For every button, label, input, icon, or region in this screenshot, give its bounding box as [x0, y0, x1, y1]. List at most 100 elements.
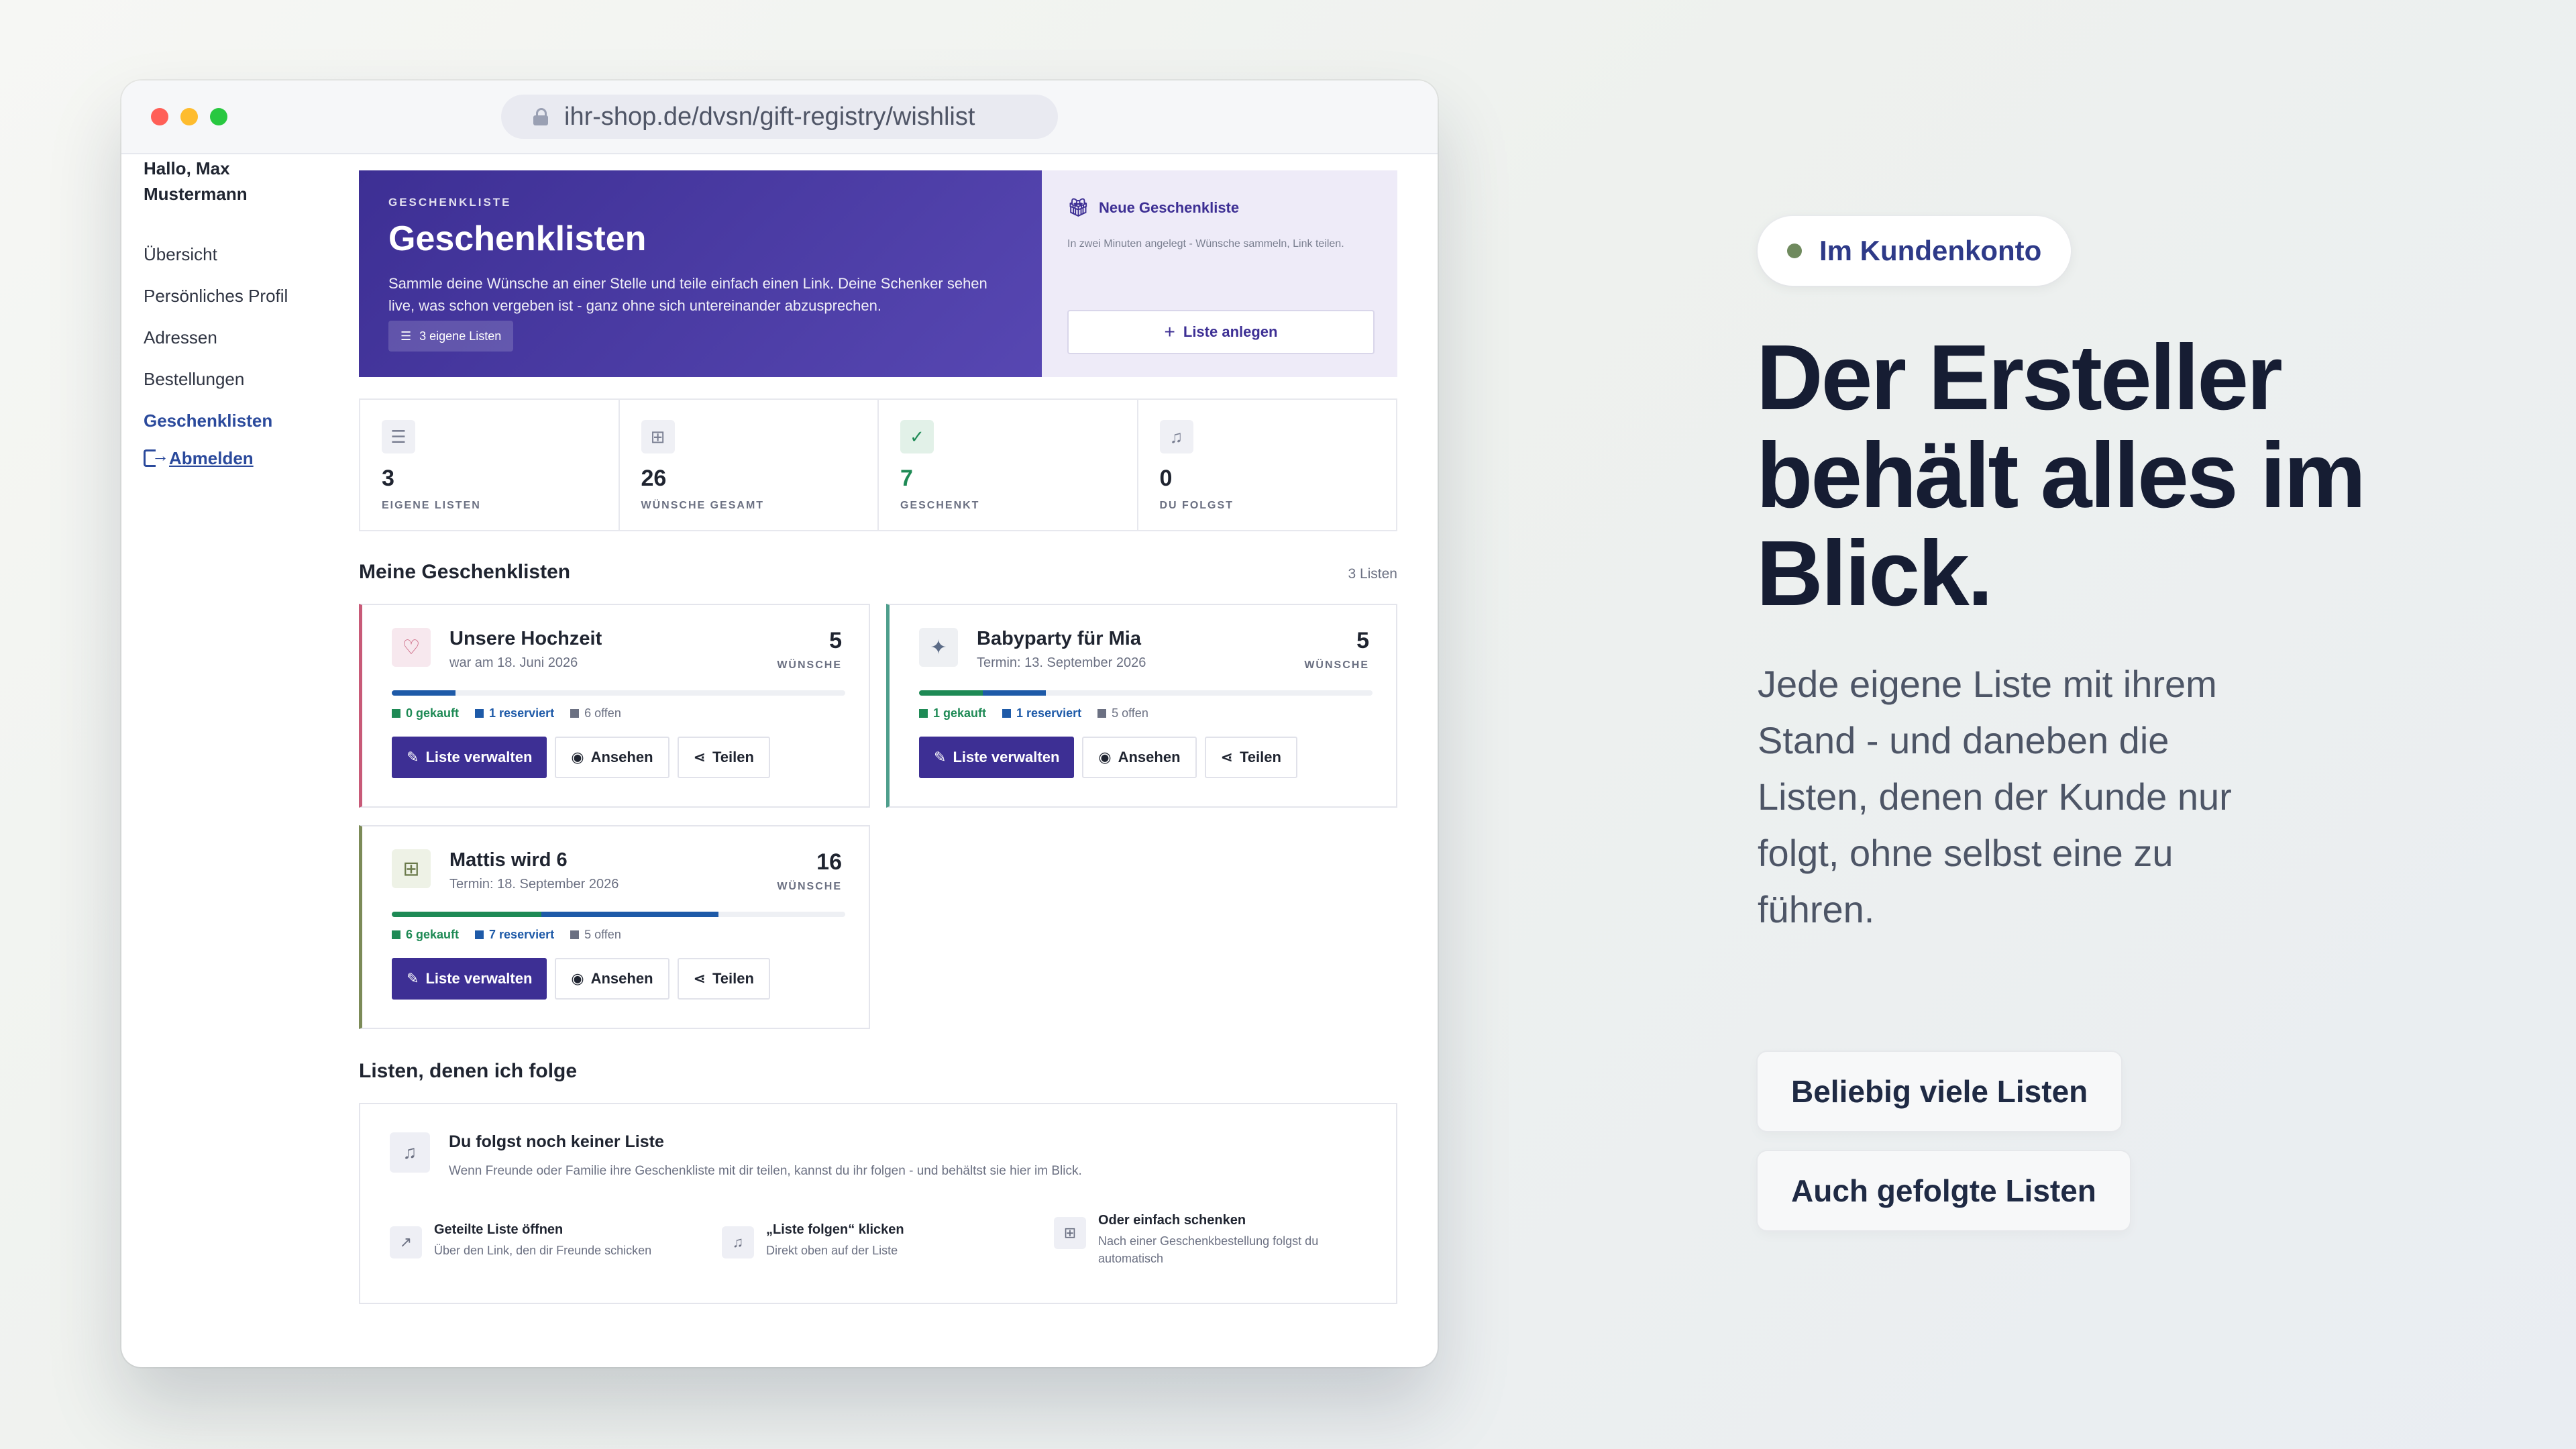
progress-legend: 0 gekauft 1 reserviert 6 offen — [392, 706, 842, 720]
share-icon: ⋖ — [693, 749, 706, 765]
check-icon: ✓ — [900, 420, 934, 453]
gift-list-cards: ♡ Unsere Hochzeit war am 18. Juni 2026 5… — [359, 604, 1397, 1040]
view-list-button[interactable]: ◉ Ansehen — [1082, 737, 1197, 778]
edit-icon: ✎ — [407, 749, 419, 765]
address-bar[interactable]: ihr-shop.de/dvsn/gift-registry/wishlist — [501, 95, 1058, 139]
stats-row: ☰ 3 EIGENE LISTEN ⊞ 26 WÜNSCHE GESAMT ✓ … — [359, 398, 1397, 531]
own-lists-badge: ☰ 3 eigene Listen — [388, 321, 514, 352]
legend-reserved: 1 reserviert — [1016, 706, 1082, 720]
browser-titlebar: ihr-shop.de/dvsn/gift-registry/wishlist — [121, 80, 1438, 154]
list-date: war am 18. Juni 2026 — [449, 655, 578, 670]
view-list-button[interactable]: ◉ Ansehen — [555, 737, 669, 778]
hero-eyebrow: GESCHENKLISTE — [388, 196, 512, 209]
gift-icon: ⊞ — [641, 420, 675, 453]
account-sidebar: Hallo, Max Mustermann Übersicht Persönli… — [144, 156, 318, 475]
legend-open: 5 offen — [584, 928, 621, 941]
logout-link[interactable]: Abmelden — [144, 441, 318, 475]
step-title: Geteilte Liste öffnen — [434, 1222, 564, 1237]
create-list-button[interactable]: + Liste anlegen — [1067, 310, 1375, 354]
following-empty-state: ♫ Du folgst noch keiner Liste Wenn Freun… — [359, 1103, 1397, 1304]
stat-wishes-total: ⊞ 26 WÜNSCHE GESAMT — [620, 400, 879, 530]
stat-own-lists: ☰ 3 EIGENE LISTEN — [360, 400, 620, 530]
maximize-window-button[interactable] — [210, 108, 227, 125]
gift-icon: ⊞ — [392, 849, 431, 888]
manage-list-label: Liste verwalten — [425, 749, 533, 765]
status-dot — [1787, 244, 1802, 258]
stat-label: DU FOLGST — [1159, 500, 1234, 511]
bell-icon: ♫ — [722, 1226, 754, 1258]
list-name: Mattis wird 6 — [449, 849, 568, 871]
progress-legend: 1 gekauft 1 reserviert 5 offen — [919, 706, 1369, 720]
legend-bought: 0 gekauft — [406, 706, 460, 720]
share-icon: ⋖ — [1220, 749, 1233, 765]
legend-open: 6 offen — [584, 706, 621, 720]
step-text: Direkt oben auf der Liste — [766, 1244, 898, 1257]
list-name: Babyparty für Mia — [977, 628, 1141, 649]
sidebar-nav: Übersicht Persönliches Profil Adressen B… — [144, 233, 318, 475]
manage-list-button[interactable]: ✎ Liste verwalten — [392, 958, 547, 1000]
new-list-text: In zwei Minuten angelegt - Wünsche samme… — [1067, 238, 1344, 250]
my-lists-header: Meine Geschenklisten 3 Listen — [359, 561, 1397, 584]
stat-label: EIGENE LISTEN — [382, 500, 481, 511]
progress-bought — [392, 912, 542, 917]
gift-list-card: ✦ Babyparty für Mia Termin: 13. Septembe… — [886, 604, 1397, 808]
stat-label: GESCHENKT — [900, 500, 980, 511]
sidebar-item-profile[interactable]: Persönliches Profil — [144, 286, 288, 306]
legend-bought: 6 gekauft — [406, 928, 460, 941]
step-text: Über den Link, den dir Freunde schicken — [434, 1244, 652, 1257]
step-text: Nach einer Geschenkbestellung folgst du … — [1098, 1234, 1319, 1265]
heart-icon: ♡ — [392, 628, 431, 667]
sparkle-icon: ✦ — [919, 628, 958, 667]
wish-count: 5 — [1356, 628, 1369, 653]
sidebar-item-orders[interactable]: Bestellungen — [144, 369, 245, 389]
share-list-label: Teilen — [712, 970, 754, 987]
sidebar-item-addresses[interactable]: Adressen — [144, 327, 217, 347]
share-list-label: Teilen — [1239, 749, 1281, 765]
legend-reserved: 1 reserviert — [489, 706, 555, 720]
eye-icon: ◉ — [1098, 749, 1112, 765]
my-lists-title: Meine Geschenklisten — [359, 561, 571, 583]
bell-icon: ♫ — [1159, 420, 1193, 453]
manage-list-label: Liste verwalten — [425, 970, 533, 987]
new-list-panel: 🎁︎ Neue Geschenkliste In zwei Minuten an… — [1042, 170, 1397, 377]
external-link-icon: ↗ — [390, 1226, 422, 1258]
edit-icon: ✎ — [407, 970, 419, 987]
wish-count: 16 — [816, 849, 842, 875]
page-title: Geschenklisten — [388, 219, 647, 258]
legend-reserved: 7 reserviert — [489, 928, 555, 941]
view-list-button[interactable]: ◉ Ansehen — [555, 958, 669, 1000]
new-list-heading: 🎁︎ Neue Geschenkliste — [1067, 197, 1372, 218]
stat-value: 7 — [900, 466, 913, 491]
share-list-button[interactable]: ⋖ Teilen — [677, 958, 770, 1000]
lock-icon — [533, 108, 548, 125]
gift-list-card: ⊞ Mattis wird 6 Termin: 18. September 20… — [359, 825, 870, 1029]
sidebar-item-gift-lists[interactable]: Geschenklisten — [144, 411, 273, 431]
feature-chip-many-lists: Beliebig viele Listen — [1758, 1052, 2122, 1131]
list-icon: ☰ — [382, 420, 415, 453]
close-window-button[interactable] — [151, 108, 168, 125]
list-name: Unsere Hochzeit — [449, 628, 602, 649]
wish-count-label: WÜNSCHE — [1304, 659, 1369, 671]
stat-gifted: ✓ 7 GESCHENKT — [879, 400, 1138, 530]
logout-icon — [144, 445, 169, 468]
following-header: Listen, denen ich folge — [359, 1060, 1397, 1083]
empty-text: Wenn Freunde oder Familie ihre Geschenkl… — [449, 1164, 1082, 1178]
plus-icon: + — [1164, 321, 1175, 342]
share-list-button[interactable]: ⋖ Teilen — [1204, 737, 1297, 778]
wish-count: 5 — [829, 628, 842, 653]
view-list-label: Ansehen — [1118, 749, 1181, 765]
share-list-button[interactable]: ⋖ Teilen — [677, 737, 770, 778]
manage-list-button[interactable]: ✎ Liste verwalten — [919, 737, 1075, 778]
manage-list-button[interactable]: ✎ Liste verwalten — [392, 737, 547, 778]
new-list-title: Neue Geschenkliste — [1099, 199, 1240, 216]
sidebar-item-overview[interactable]: Übersicht — [144, 244, 217, 264]
context-pill-label: Im Kundenkonto — [1819, 235, 2042, 266]
hero-section: GESCHENKLISTE Geschenklisten Sammle dein… — [359, 170, 1397, 377]
progress-reserved — [541, 912, 718, 917]
stat-value: 3 — [382, 466, 394, 491]
create-list-label: Liste anlegen — [1183, 323, 1278, 340]
context-pill: Im Kundenkonto — [1758, 216, 2072, 286]
minimize-window-button[interactable] — [180, 108, 198, 125]
stat-value: 0 — [1159, 466, 1173, 491]
stat-value: 26 — [641, 466, 667, 491]
